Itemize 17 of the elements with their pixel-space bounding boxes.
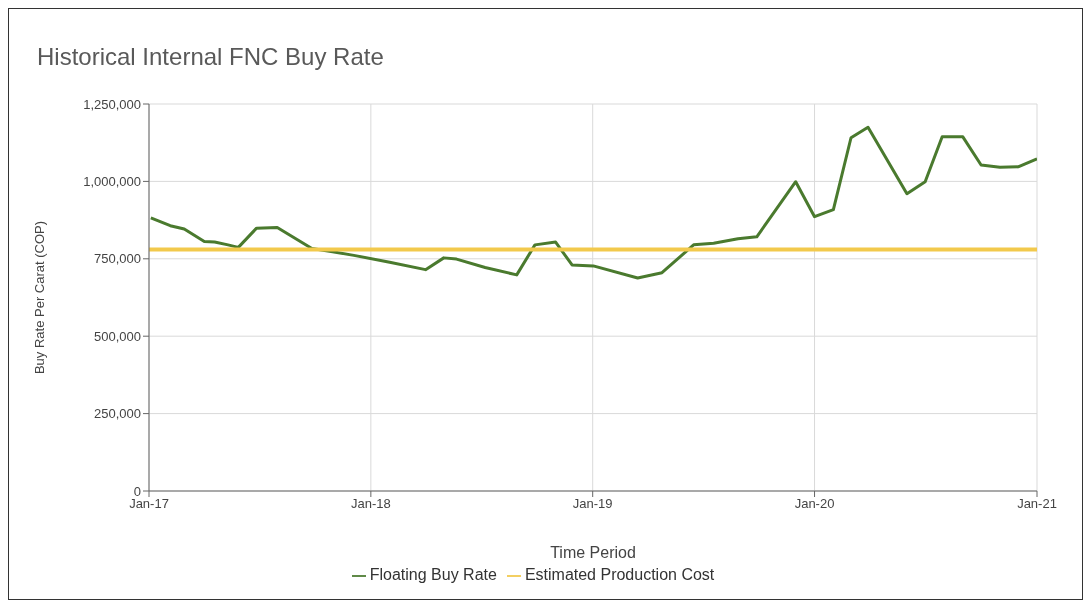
y-tick-label: 0 — [133, 483, 141, 499]
y-tick-label: 1,250,000 — [83, 96, 141, 112]
legend-label: Estimated Production Cost — [524, 566, 715, 583]
chart-title: Historical Internal FNC Buy Rate — [37, 43, 384, 71]
x-tick-label: Jan-19 — [572, 496, 613, 512]
y-axis-title: Buy Rate Per Carat (COP) — [31, 220, 47, 375]
legend-label: Floating Buy Rate — [369, 566, 497, 583]
y-tick-label: 250,000 — [94, 406, 141, 422]
y-tick-label: 750,000 — [94, 251, 141, 267]
x-axis-title: Time Period — [550, 544, 636, 561]
x-tick-label: Jan-20 — [794, 496, 835, 512]
y-tick-label: 1,000,000 — [83, 174, 141, 190]
x-tick-label: Jan-21 — [1017, 496, 1057, 512]
x-tick-label: Jan-17 — [129, 496, 169, 512]
x-tick-label: Jan-18 — [350, 496, 391, 512]
y-tick-label: 500,000 — [94, 328, 141, 344]
line-series — [149, 125, 1037, 280]
